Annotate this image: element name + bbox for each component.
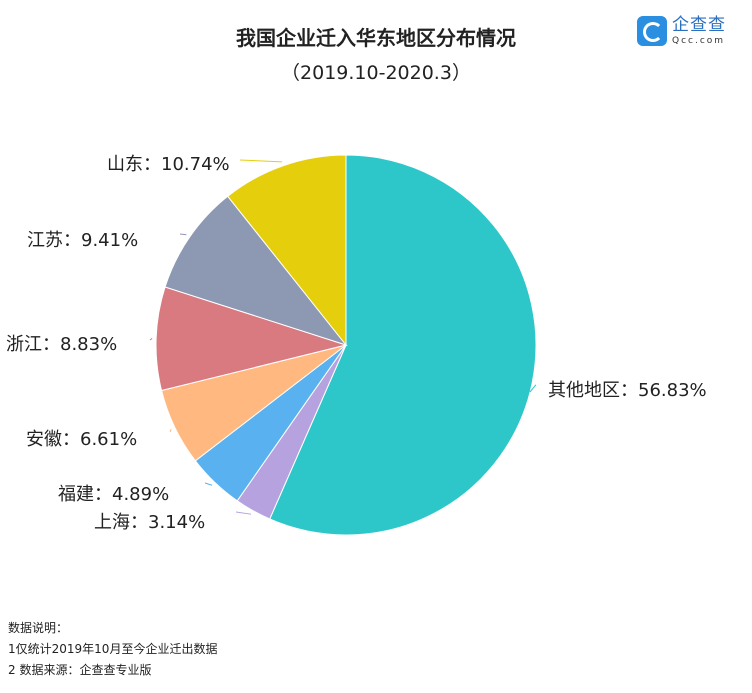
notes-line-1: 1仅统计2019年10月至今企业迁出数据: [8, 642, 218, 656]
chart-title: 我国企业迁入华东地区分布情况: [236, 26, 516, 50]
leader-line-5: [179, 233, 187, 236]
label-zhejiang: 浙江：8.83%: [6, 334, 118, 355]
pie-slice-5: [164, 195, 348, 346]
notes-line-2: 2 数据来源：企查查专业版: [8, 663, 152, 677]
leader-line-3: [169, 428, 172, 433]
pie-slice-4: [155, 286, 348, 392]
leader-line-1: [235, 511, 252, 515]
logo-cn-text: 企查查: [672, 14, 726, 35]
qcc-logo-icon: [637, 16, 667, 46]
label-fujian: 福建：4.89%: [58, 484, 170, 505]
label-shandong: 山东：10.74%: [107, 154, 230, 175]
chart-subtitle: （2019.10-2020.3）: [281, 62, 471, 84]
data-notes: 数据说明： 1仅统计2019年10月至今企业迁出数据 2 数据来源：企查查专业版: [8, 618, 217, 681]
pie-slice-0: [269, 154, 537, 536]
label-shanghai: 上海：3.14%: [94, 512, 206, 533]
label-jiangsu: 江苏：9.41%: [27, 230, 139, 251]
leader-line-6: [239, 159, 283, 163]
leader-line-0: [529, 384, 537, 393]
leader-line-2: [204, 482, 213, 486]
notes-heading: 数据说明：: [8, 621, 69, 635]
pie-slice-6: [227, 154, 347, 347]
qcc-logo: 企查查 Qcc.com: [637, 16, 726, 46]
logo-en-text: Qcc.com: [672, 35, 726, 46]
label-anhui: 安徽：6.61%: [26, 429, 138, 450]
leader-line-4: [149, 337, 153, 341]
label-other: 其他地区：56.83%: [548, 380, 707, 401]
